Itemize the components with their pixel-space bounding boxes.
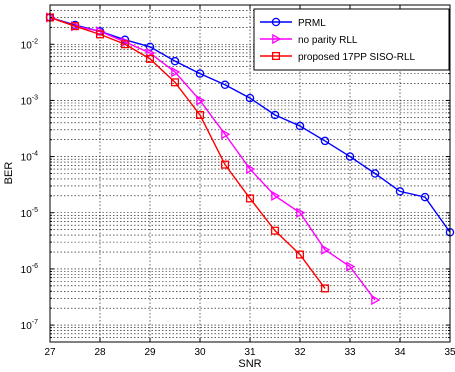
y-tick-base: 10 — [21, 153, 33, 164]
y-tick-exponent: -4 — [32, 151, 38, 158]
data-point — [295, 250, 305, 259]
data-point — [170, 78, 180, 87]
data-point — [296, 207, 306, 218]
x-tick-label: 30 — [194, 347, 206, 358]
data-point — [245, 93, 255, 103]
data-point — [120, 40, 130, 49]
data-point — [246, 163, 256, 175]
data-point — [320, 284, 330, 293]
data-point — [420, 192, 430, 202]
y-tick-base: 10 — [21, 96, 33, 107]
y-axis-label: BER — [3, 162, 15, 185]
legend-item: PRML — [260, 17, 326, 29]
x-tick-label: 33 — [344, 347, 356, 358]
x-tick-label: 32 — [294, 347, 306, 358]
y-tick-label: 10-5 — [21, 207, 38, 220]
data-point — [195, 110, 205, 120]
data-point — [346, 261, 356, 272]
data-point — [270, 110, 280, 120]
data-point — [145, 54, 155, 63]
y-tick-label: 10-3 — [21, 94, 38, 107]
series-layer — [45, 12, 455, 306]
x-tick-labels: 27 28 29 30 31 32 33 34 35 — [44, 347, 455, 358]
y-tick-exponent: -6 — [32, 263, 38, 270]
y-tick-exponent: -5 — [32, 207, 38, 214]
data-point — [395, 187, 405, 196]
data-point — [170, 56, 180, 66]
x-tick-label: 29 — [144, 347, 156, 358]
data-point — [220, 80, 230, 90]
data-point — [320, 136, 330, 146]
y-tick-label: 10-6 — [21, 263, 38, 276]
data-point — [271, 17, 281, 27]
series-1 — [46, 12, 381, 306]
y-tick-exponent: -3 — [32, 94, 38, 101]
x-tick-label: 34 — [394, 347, 406, 358]
y-tick-base: 10 — [21, 40, 33, 51]
y-tick-label: 10-4 — [21, 151, 38, 164]
x-axis-label: SNR — [238, 358, 261, 370]
data-point — [196, 95, 206, 106]
y-tick-exponent: -7 — [32, 319, 38, 326]
y-tick-base: 10 — [21, 321, 33, 332]
data-point — [371, 294, 381, 306]
legend-item: proposed 17PP SISO-RLL — [260, 51, 416, 63]
data-point — [221, 129, 231, 140]
data-point — [271, 190, 281, 202]
data-point — [345, 152, 355, 161]
x-tick-label: 35 — [444, 347, 455, 358]
data-point — [95, 30, 105, 39]
data-point — [370, 169, 380, 178]
y-tick-label: 10-2 — [21, 38, 38, 51]
y-tick-base: 10 — [21, 209, 33, 220]
data-point — [295, 121, 305, 131]
series-2 — [45, 13, 330, 293]
x-tick-label: 27 — [44, 347, 56, 358]
data-point — [321, 244, 331, 255]
x-tick-label: 31 — [244, 347, 256, 358]
y-tick-exponent: -2 — [32, 38, 38, 45]
data-point — [171, 66, 181, 78]
data-point — [70, 22, 80, 31]
series-line — [49, 16, 326, 289]
legend-item: no parity RLL — [260, 33, 358, 46]
y-tick-labels: 10-710-610-510-410-310-2 — [21, 38, 38, 332]
legend: PRML no parity RLL proposed 17PP SISO-RLL — [253, 8, 450, 71]
legend-label: proposed 17PP SISO-RLL — [298, 52, 416, 63]
legend-label: no parity RLL — [298, 35, 358, 46]
data-point — [195, 69, 205, 78]
x-tick-label: 28 — [94, 347, 106, 358]
y-tick-base: 10 — [21, 265, 33, 276]
data-point — [245, 194, 255, 203]
data-point — [270, 226, 280, 235]
series-line — [49, 16, 376, 301]
data-point — [220, 160, 230, 169]
data-point — [271, 51, 281, 61]
series-line — [49, 16, 451, 233]
legend-label: PRML — [298, 18, 326, 29]
data-point — [272, 33, 282, 45]
grid — [50, 4, 450, 343]
y-tick-label: 10-7 — [21, 319, 38, 332]
